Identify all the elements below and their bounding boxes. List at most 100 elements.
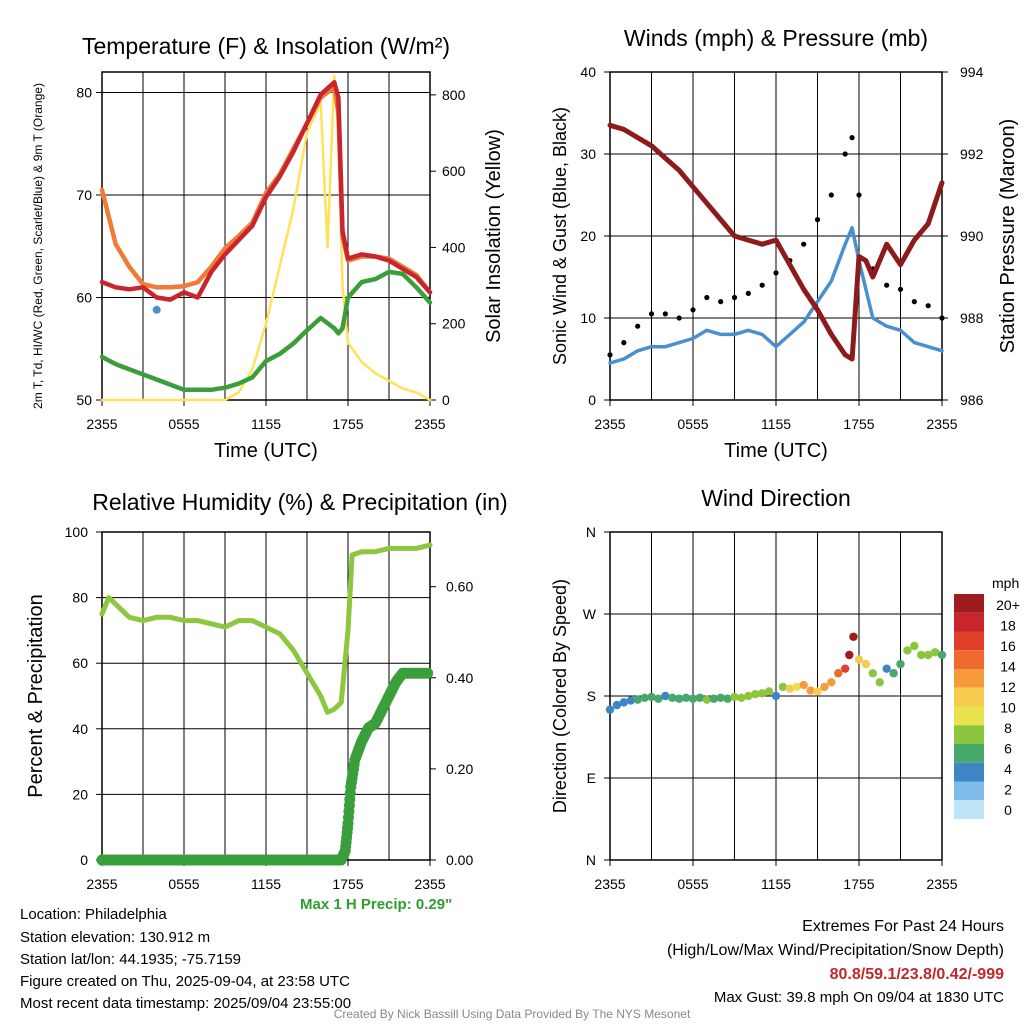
gust-point: [856, 192, 862, 198]
y-tick-label: 60: [72, 655, 88, 671]
direction-point: [702, 695, 712, 704]
y-tick-label: 50: [76, 392, 92, 408]
chart-title: Winds (mph) & Pressure (mb): [624, 25, 928, 51]
x-tick-label: 1755: [332, 416, 363, 432]
direction-point: [917, 650, 926, 660]
colorbar-swatch: [954, 687, 984, 707]
direction-point: [737, 693, 746, 703]
x-tick-label: 1155: [761, 416, 791, 432]
y-tick-label-right: 0.40: [446, 670, 473, 686]
direction-point: [654, 694, 663, 703]
gust-point: [718, 299, 724, 305]
colorbar-label: 0: [1004, 802, 1012, 818]
colorbar-swatch: [954, 706, 984, 726]
colorbar-label: 20+: [996, 597, 1020, 613]
x-axis-label: Time (UTC): [214, 440, 318, 462]
y-tick-label-right: 400: [442, 239, 466, 255]
colorbar-title: mph: [992, 575, 1019, 591]
colorbar-label: 12: [1000, 679, 1016, 695]
y-tick-label-right: 0.20: [446, 761, 473, 777]
y-tick-label: 20: [72, 786, 88, 802]
precip-max-annotation: Max 1 H Precip: 0.29": [300, 896, 453, 913]
x-tick-label: 0555: [168, 416, 199, 432]
direction-point: [619, 698, 629, 707]
y-tick-label-right: 988: [960, 310, 984, 326]
y-axis-label: Percent & Precipitation: [25, 594, 47, 797]
y-tick-label: 80: [72, 590, 88, 606]
gust-point: [849, 135, 855, 141]
gust-point: [801, 241, 807, 247]
gust-point: [897, 286, 904, 292]
y-tick-label: W: [583, 606, 597, 622]
y-tick-label: 40: [580, 64, 596, 80]
series-line-sonic-wind: [608, 226, 944, 365]
direction-point: [640, 693, 649, 703]
y-tick-label: 100: [65, 524, 89, 540]
direction-point: [757, 689, 767, 698]
x-tick-label: 0555: [677, 876, 708, 892]
direction-point: [751, 689, 760, 699]
y-axis-label: 2m T, Td, HI/WC (Red, Green, Scarlet/Blu…: [31, 83, 45, 409]
extremes-values: 80.8/59.1/23.8/0.42/-999: [829, 966, 1004, 983]
x-tick-label: 2355: [594, 416, 625, 432]
y-tick-label: 80: [76, 85, 92, 101]
credit-line: Created By Nick Bassill Using Data Provi…: [333, 1007, 691, 1021]
gust-point: [773, 270, 779, 276]
y-tick-label: 40: [72, 721, 88, 737]
series-line-dewpoint: [99, 269, 433, 393]
series-line-pressure: [607, 122, 945, 362]
chart-title: Relative Humidity (%) & Precipitation (i…: [92, 489, 507, 515]
y-tick-label: 30: [580, 146, 596, 162]
chart-title: Wind Direction: [701, 485, 851, 511]
series-point-windchill: [152, 305, 161, 314]
max-gust: Max Gust: 39.8 mph On 09/04 at 1830 UTC: [713, 989, 1004, 1006]
gust-point: [911, 299, 917, 305]
x-tick-label: 1155: [251, 876, 281, 892]
direction-point: [827, 678, 836, 687]
x-tick-label: 2355: [594, 876, 625, 892]
y-tick-label-right: 0.60: [446, 579, 473, 595]
colorbar-swatch: [954, 781, 984, 801]
series-line-humidity: [99, 542, 433, 715]
gust-point: [635, 323, 641, 329]
x-axis-label: Time (UTC): [724, 440, 828, 462]
gust-point: [884, 282, 890, 288]
gust-point: [731, 294, 738, 301]
colorbar-label: 16: [1000, 638, 1016, 654]
gust-point: [842, 151, 848, 157]
y-tick-label: 10: [580, 310, 596, 326]
direction-point: [764, 687, 774, 696]
colorbar-label: 2: [1004, 781, 1012, 797]
y-tick-label: E: [587, 770, 596, 786]
y-tick-label-right: 200: [442, 316, 466, 332]
y-tick-label-right: 800: [442, 87, 466, 103]
colorbar-swatch: [954, 744, 984, 763]
gust-point: [607, 352, 613, 358]
gust-point: [648, 311, 655, 317]
colorbar-swatch: [954, 725, 984, 744]
y-tick-label-right: 990: [960, 228, 984, 244]
x-tick-label: 2355: [86, 876, 117, 892]
y-tick-label: 0: [588, 392, 596, 408]
colorbar-label: 14: [1000, 659, 1016, 675]
direction-point: [820, 682, 829, 692]
colorbar-swatch: [954, 762, 984, 782]
figure-created: Figure created on Thu, 2025-09-04, at 23…: [20, 973, 350, 990]
y-tick-label-right: 986: [960, 392, 984, 408]
y-tick-label: N: [586, 524, 596, 540]
colorbar-label: 6: [1004, 740, 1012, 756]
y-tick-label-right: 994: [960, 64, 984, 80]
direction-point: [612, 700, 622, 710]
colorbar-swatch: [954, 650, 984, 669]
direction-point: [923, 650, 933, 660]
series-line-2m-temp: [99, 80, 433, 302]
y-tick-label: 70: [76, 187, 92, 203]
x-tick-label: 2355: [926, 416, 957, 432]
gust-point: [925, 303, 931, 309]
direction-point: [903, 646, 912, 655]
x-tick-label: 2355: [414, 416, 445, 432]
direction-point: [668, 693, 677, 703]
direction-point: [849, 632, 858, 641]
y-axis-label-right: Solar Insolation (Yellow): [483, 129, 505, 343]
